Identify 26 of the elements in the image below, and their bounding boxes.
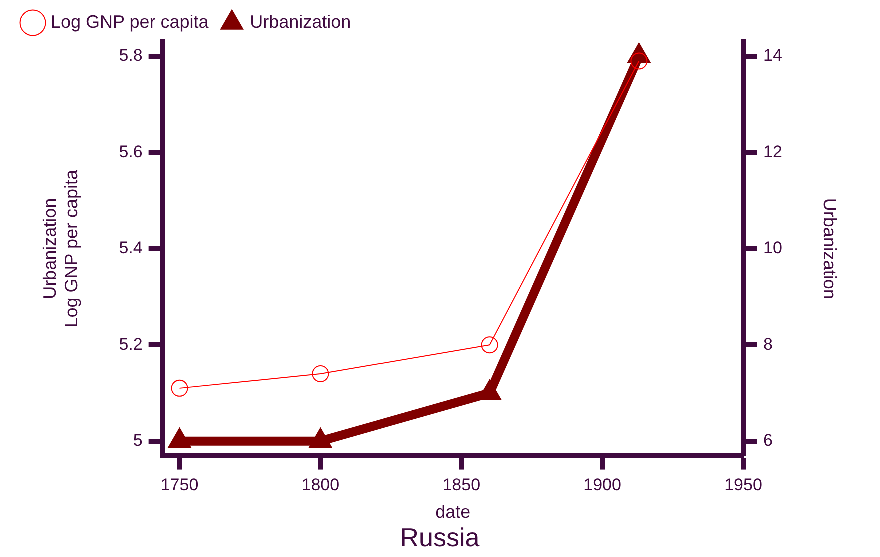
y-tick-label: 5.6 — [119, 142, 143, 162]
y-tick-label: 5.8 — [119, 46, 143, 66]
y-axis-title: Urbanization Log GNP per capita — [40, 169, 82, 328]
y-tick-label: 5.2 — [119, 334, 143, 354]
point — [481, 336, 498, 354]
y-tick-label: 5.4 — [119, 238, 143, 258]
x-tick-label: 1950 — [724, 476, 762, 495]
point — [308, 428, 332, 448]
y2-axis-title: Urbanization — [820, 198, 840, 300]
legend-label: Log GNP per capita — [51, 12, 210, 32]
y2-tick-label: 6 — [763, 431, 773, 450]
text: Russia — [400, 522, 480, 553]
y2-tick-label: 10 — [763, 238, 782, 258]
y-tick-label: 5 — [133, 431, 143, 450]
legend-label: Urbanization — [250, 12, 352, 32]
x-tick-label: 1800 — [302, 476, 340, 495]
point — [312, 366, 330, 383]
x-tick-label: 1850 — [442, 476, 481, 495]
y2-tick-label: 14 — [763, 46, 782, 66]
point — [171, 380, 188, 397]
y2-tick-label: 12 — [763, 142, 782, 162]
x-tick-label: 1750 — [160, 476, 199, 495]
point — [168, 428, 192, 448]
x-tick-label: 1900 — [584, 476, 622, 495]
x-axis-title: date — [436, 502, 471, 522]
y2-tick-label: 8 — [763, 334, 773, 354]
